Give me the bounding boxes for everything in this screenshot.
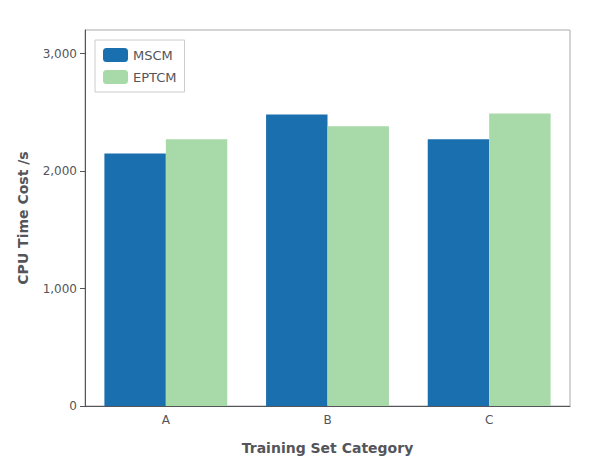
svg-text:3,000: 3,000: [43, 47, 77, 61]
svg-text:Training Set Category: Training Set Category: [242, 440, 414, 456]
svg-text:MSCM: MSCM: [133, 48, 173, 63]
svg-text:A: A: [162, 413, 171, 427]
svg-text:2,000: 2,000: [43, 164, 77, 178]
svg-text:B: B: [323, 413, 331, 427]
svg-text:EPTCM: EPTCM: [133, 70, 177, 85]
svg-text:0: 0: [69, 399, 77, 413]
svg-text:1,000: 1,000: [43, 282, 77, 296]
svg-text:C: C: [485, 413, 493, 427]
svg-text:CPU Time Cost /s: CPU Time Cost /s: [15, 151, 31, 284]
